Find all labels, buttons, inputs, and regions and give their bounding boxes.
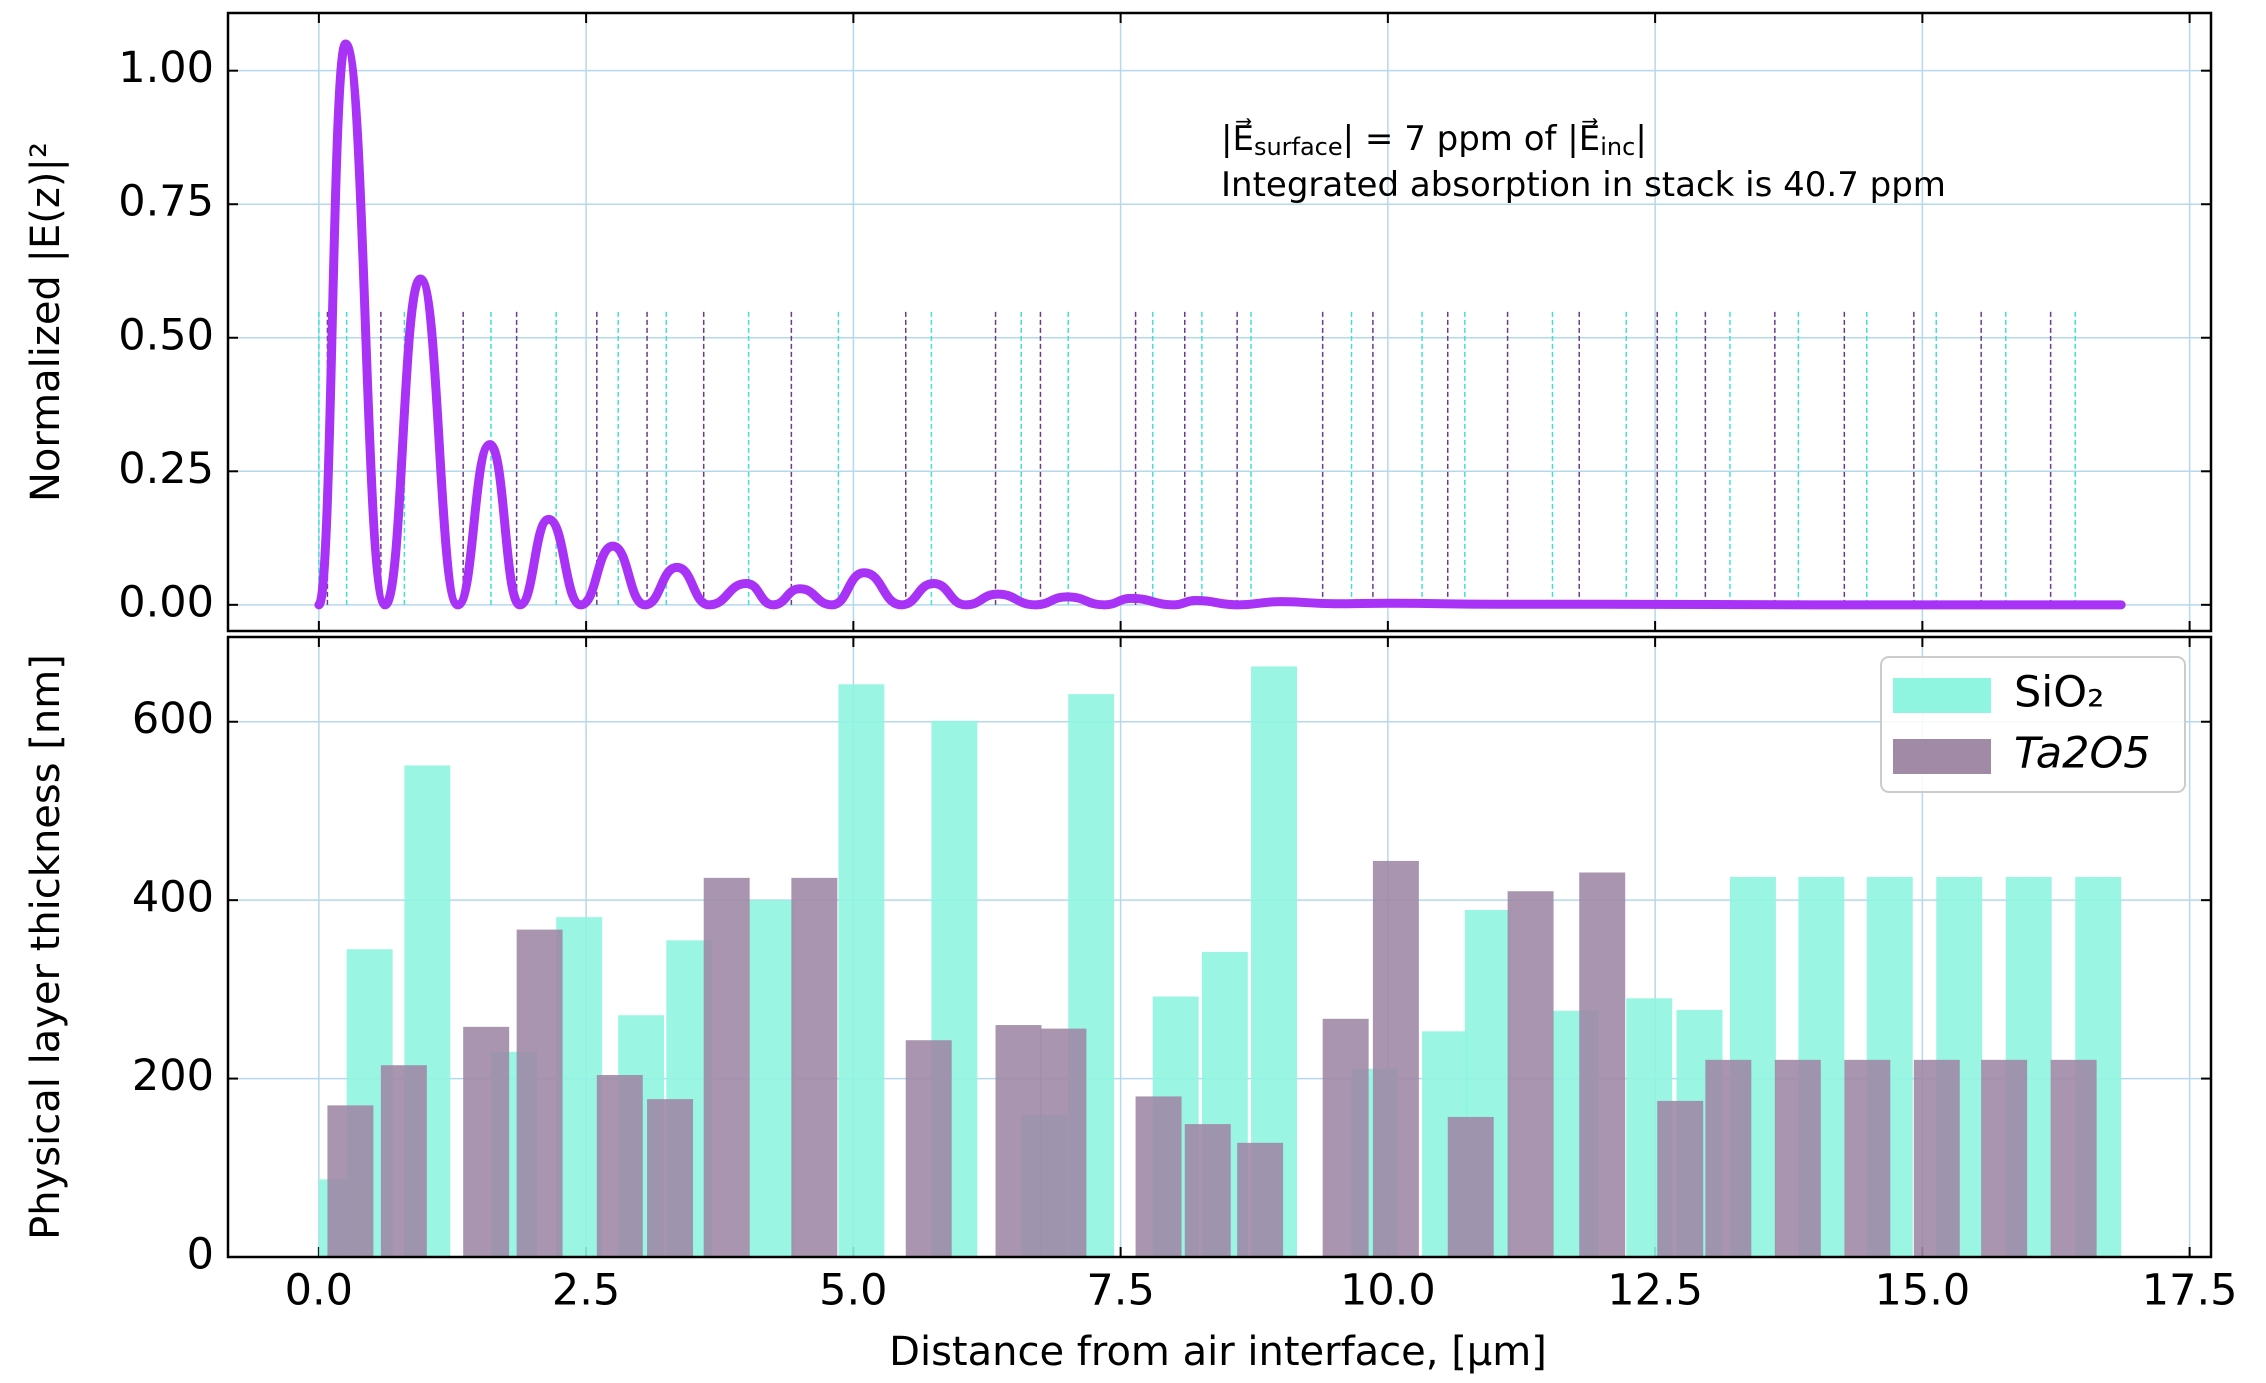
bar [463, 1026, 510, 1257]
bar [1774, 1059, 1821, 1257]
x-tick-label: 0.0 [285, 1266, 353, 1316]
y-tick-label: 0.50 [118, 310, 214, 360]
bar [1040, 1028, 1087, 1257]
axes-frame [226, 635, 2213, 1259]
bar [703, 877, 750, 1257]
legend-label: Ta2O5 [2014, 729, 2151, 779]
bar [1322, 1018, 1369, 1257]
y-axis-label: Physical layer thickness [nm] [23, 654, 69, 1240]
legend-swatch [1893, 678, 1991, 713]
bar [838, 684, 885, 1257]
bar [1184, 1124, 1231, 1257]
bar [1372, 860, 1419, 1257]
y-tick-label: 200 [132, 1051, 214, 1101]
annotation: Integrated absorption in stack is 40.7 p… [1221, 165, 1946, 205]
bar [647, 1099, 694, 1257]
annotation-part: inc [1600, 133, 1635, 161]
y-tick-label: 0.75 [118, 177, 214, 227]
bar [516, 929, 563, 1257]
bar [1705, 1059, 1752, 1257]
x-axis-label: Distance from air interface, [μm] [889, 1329, 1547, 1375]
x-tick-label: 5.0 [819, 1266, 887, 1316]
annotation-part: |E⃗ [1221, 117, 1254, 158]
bar [995, 1025, 1042, 1257]
bar [1507, 891, 1554, 1257]
annotation: |E⃗surface| = 7 ppm of |E⃗inc| [1221, 117, 1647, 161]
x-tick-label: 2.5 [552, 1266, 620, 1316]
axes-frame [226, 11, 2213, 633]
y-tick-label: 600 [132, 694, 214, 744]
annotation-part: | = 7 ppm of |E⃗ [1343, 117, 1601, 158]
annotation-part: surface [1254, 133, 1343, 161]
bar [1981, 1059, 2028, 1257]
bar [596, 1075, 643, 1257]
x-tick-label: 10.0 [1340, 1266, 1436, 1316]
y-tick-label: 400 [132, 873, 214, 923]
bar [1135, 1096, 1182, 1257]
line [314, 39, 2126, 610]
y-tick-label: 0.25 [118, 444, 214, 494]
x-tick-label: 17.5 [2142, 1266, 2238, 1316]
bar [556, 917, 603, 1257]
y-tick-label: 1.00 [118, 43, 214, 93]
bar [905, 1040, 952, 1257]
bar [748, 900, 795, 1257]
bar [791, 877, 838, 1257]
bar [327, 1105, 374, 1257]
bar [380, 1065, 427, 1257]
bar [1657, 1100, 1704, 1257]
annotation-part: Integrated absorption in stack is 40.7 p… [1221, 165, 1946, 205]
bar [2050, 1059, 2097, 1257]
legend-label: SiO₂ [2014, 668, 2104, 718]
bar [1579, 872, 1626, 1257]
bar [1447, 1116, 1494, 1257]
x-tick-label: 7.5 [1086, 1266, 1154, 1316]
bar [1913, 1059, 1960, 1257]
y-axis-label: Normalized |E(z)|² [23, 142, 69, 502]
x-tick-label: 12.5 [1607, 1266, 1703, 1316]
x-tick-label: 15.0 [1874, 1266, 1970, 1316]
y-tick-label: 0.00 [118, 577, 214, 627]
bar [1844, 1059, 1891, 1257]
legend-swatch [1893, 739, 1991, 774]
y-tick-label: 0 [187, 1230, 214, 1280]
annotation-part: | [1635, 119, 1646, 159]
bar [1237, 1142, 1284, 1257]
